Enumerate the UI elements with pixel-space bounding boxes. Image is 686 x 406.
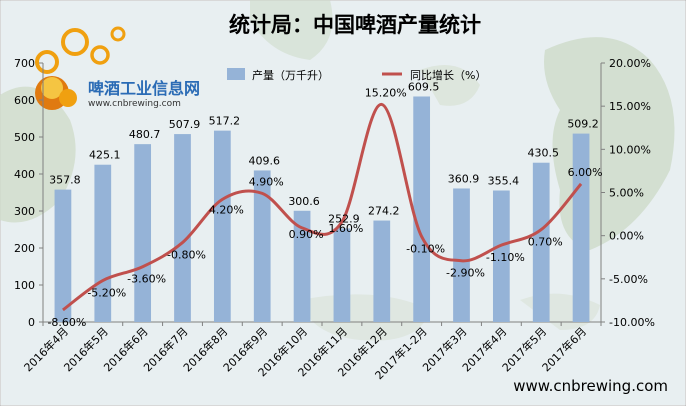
bar-value-label: 480.7 bbox=[129, 128, 161, 141]
right-tick-label: 20.00% bbox=[609, 57, 651, 70]
right-tick-label: -10.00% bbox=[609, 316, 655, 329]
line-value-label: -3.60% bbox=[127, 273, 166, 286]
bar bbox=[253, 170, 271, 322]
chart-title: 统计局：中国啤酒产量统计 bbox=[229, 12, 481, 37]
bar bbox=[373, 220, 391, 322]
bar bbox=[532, 162, 550, 322]
left-tick-label: 0 bbox=[28, 316, 35, 329]
left-tick-label: 200 bbox=[14, 242, 35, 255]
bar-value-label: 274.2 bbox=[368, 205, 400, 218]
line-value-label: -5.20% bbox=[87, 287, 126, 300]
line-value-label: -0.10% bbox=[406, 243, 445, 256]
line-value-label: 0.90% bbox=[289, 228, 324, 241]
footer-url: www.cnbrewing.com bbox=[513, 377, 668, 395]
bar-value-label: 430.5 bbox=[527, 147, 559, 160]
line-value-label: 4.20% bbox=[209, 203, 244, 216]
legend-bar-label: 产量（万千升） bbox=[252, 68, 329, 82]
bar-value-label: 355.4 bbox=[488, 175, 520, 188]
bar bbox=[134, 144, 152, 322]
bar-series bbox=[54, 96, 590, 322]
legend-line-label: 同比增长（%） bbox=[410, 68, 486, 82]
logo-url: www.cnbrewing.com bbox=[88, 99, 181, 109]
right-tick-label: -5.00% bbox=[609, 273, 648, 286]
line-series bbox=[62, 102, 583, 312]
left-tick-label: 400 bbox=[14, 168, 35, 181]
line-value-label: -2.90% bbox=[446, 267, 485, 280]
logo-text: 啤酒工业信息网 bbox=[88, 79, 200, 98]
bar-value-label: 357.8 bbox=[49, 174, 81, 187]
left-tick-label: 500 bbox=[14, 131, 35, 144]
growth-line bbox=[62, 102, 583, 312]
right-tick-label: 10.00% bbox=[609, 143, 651, 156]
bar-value-label: 300.6 bbox=[288, 195, 320, 208]
right-tick-label: 15.00% bbox=[609, 100, 651, 113]
legend-bar-swatch bbox=[227, 68, 245, 80]
line-value-label: 1.60% bbox=[328, 222, 363, 235]
left-tick-label: 300 bbox=[14, 205, 35, 218]
line-value-label: 15.20% bbox=[365, 86, 407, 99]
right-tick-label: 0.00% bbox=[609, 230, 644, 243]
bar bbox=[174, 134, 191, 322]
data-labels: 357.8 425.1 480.7 507.9 517.2 409.6 300.6 252.9… bbox=[47, 80, 602, 328]
left-tick-label: 700 bbox=[14, 57, 35, 70]
bar bbox=[492, 190, 510, 322]
bar bbox=[572, 133, 590, 322]
bar-value-label: 425.1 bbox=[89, 149, 121, 162]
left-tick-label: 600 bbox=[14, 94, 35, 107]
left-tick-label: 100 bbox=[14, 279, 35, 292]
bar bbox=[413, 96, 431, 322]
bar-value-label: 509.2 bbox=[567, 118, 599, 131]
line-value-label: 4.90% bbox=[249, 175, 284, 188]
bar-value-label: 360.9 bbox=[448, 172, 480, 185]
bar bbox=[333, 228, 351, 322]
line-value-label: -1.10% bbox=[486, 251, 525, 264]
line-value-label: 6.00% bbox=[568, 166, 603, 179]
bar-value-label: 252.9 bbox=[328, 212, 360, 225]
line-value-label: 0.70% bbox=[528, 236, 563, 249]
bar-value-label: 609.5 bbox=[408, 80, 440, 93]
bar bbox=[54, 189, 72, 322]
line-value-label: -8.60% bbox=[47, 316, 86, 329]
bar-value-label: 409.6 bbox=[248, 154, 280, 167]
right-tick-label: 5.00% bbox=[609, 187, 644, 200]
bar-value-label: 507.9 bbox=[169, 118, 201, 131]
bar bbox=[293, 210, 311, 322]
bar bbox=[453, 188, 470, 322]
bar bbox=[213, 130, 231, 322]
legend: 产量（万千升） 同比增长（%） bbox=[227, 68, 486, 82]
bar-value-label: 517.2 bbox=[209, 115, 241, 128]
line-value-label: -0.80% bbox=[167, 249, 206, 262]
